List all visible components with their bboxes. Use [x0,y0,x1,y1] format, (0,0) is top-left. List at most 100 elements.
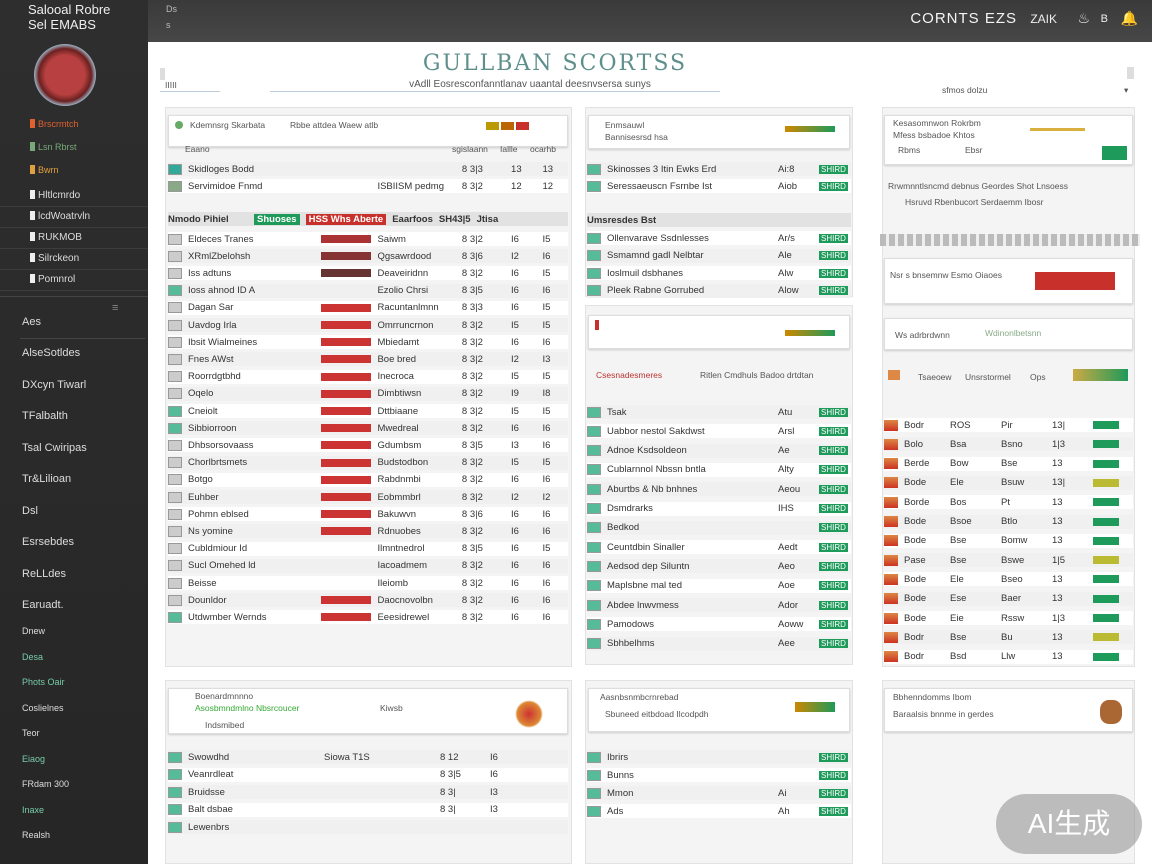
column-header[interactable]: Iallle [500,144,518,154]
table-row[interactable]: Tsak Atu SHIRD [587,405,851,419]
table-row[interactable]: Bode Bse Bomw 13 [884,533,1133,548]
table-row[interactable]: Seressaeuscn Fsrnbe Ist Aiob SHIRD [587,179,851,193]
table-row[interactable]: Uavdog Irla Omrruncrnon 8 3|2 I5 I5 [168,318,568,332]
sidebar-item[interactable]: Desa [22,651,44,662]
sidebar-item[interactable]: Inaxe [22,804,45,815]
sort-dropdown[interactable]: sfmos dolzu [942,85,988,95]
column-header[interactable]: ocarhb [530,144,556,154]
table-row[interactable]: Bodr Bse Bu 13 [884,630,1133,645]
table-row[interactable]: Ssmamnd gadl Nelbtar Ale SHIRD [587,248,851,263]
sidebar-item[interactable]: lcdWoatrvln [30,211,90,222]
column-header[interactable]: Ops [1030,372,1046,382]
sidebar-item[interactable]: Esrsebdes [22,536,74,548]
table-row[interactable]: Iss adtuns Deaveiridnn 8 3|2 I6 I5 [168,266,568,281]
table-row[interactable]: Ollenvarave Ssdnlesses Ar/s SHIRD [587,231,851,245]
table-row[interactable]: Bodr ROS Pir 13| [884,418,1133,432]
table-row[interactable]: Abdee lnwvmess Ador SHIRD [587,598,851,612]
table-row[interactable]: XRmlZbelohsh Qgsawrdood 8 3|6 I2 I6 [168,249,568,264]
sidebar-item[interactable]: ReLLdes [22,567,67,580]
sidebar-item[interactable]: Coslielnes [22,702,64,713]
table-row[interactable]: Dsmdrarks IHS SHIRD [587,501,851,516]
table-row[interactable]: Dounldor Daocnovolbn 8 3|2 I6 I6 [168,593,568,608]
table-row[interactable]: Skinosses 3 Itin Ewks Erd Ai:8 SHIRD [587,162,851,176]
table-row[interactable]: Maplsbne mal ted Aoe SHIRD [587,578,851,593]
table-row[interactable]: Sucl Omehed ld Iacoadmem 8 3|2 I6 I6 [168,558,568,573]
sidebar-item[interactable]: Dnew [22,626,46,636]
group-header[interactable]: Umsresdes Bst [587,213,851,227]
column-header[interactable]: sgislaann [452,144,488,154]
table-row[interactable]: Bodr Bsd Llw 13 [884,649,1133,664]
table-row[interactable]: Balt dsbae 8 3| I3 [168,802,568,817]
table-row[interactable]: Fnes AWst Boe bred 8 3|2 I2 I3 [168,352,568,367]
sidebar-item[interactable]: Bwrn [30,165,59,175]
table-row[interactable]: Sibbiorroon Mwedreal 8 3|2 I6 I6 [168,421,568,436]
sidebar-item[interactable]: Earuadt. [22,599,64,611]
table-row[interactable]: Pamodows Aoww SHIRD [587,617,851,632]
table-row[interactable]: Dhbsorsovaass Gdumbsm 8 3|5 I3 I6 [168,438,568,453]
sidebar-item[interactable]: DXcyn Tiwarl [22,378,87,391]
table-row[interactable]: Cublarnnol Nbssn bntla Alty SHIRD [587,462,851,477]
table-row[interactable]: Pohmn eblsed Bakuwvn 8 3|6 I6 I6 [168,507,568,522]
table-row[interactable]: Beisse Ileiomb 8 3|2 I6 I6 [168,576,568,590]
table-row[interactable]: Ns yomine Rdnuobes 8 3|2 I6 I6 [168,524,568,539]
sidebar-item[interactable]: Phots Oair [22,677,65,687]
table-row[interactable]: Veanrdleat 8 3|5 I6 [168,767,568,782]
table-row[interactable]: Cubldmiour Id Ilmntnedrol 8 3|5 I6 I5 [168,541,568,556]
table-row[interactable]: Lewenbrs [168,820,568,834]
table-row[interactable]: Adnoe Ksdsoldeon Ae SHIRD [587,443,851,458]
table-row[interactable]: Bruidsse 8 3| I3 [168,785,568,799]
dropdown-arrow-icon[interactable]: ▾ [1124,85,1129,95]
column-header[interactable]: Eaano [185,144,210,154]
collapse-icon[interactable]: ≡ [112,302,119,314]
sidebar-item[interactable]: Teor [22,728,40,738]
column-header[interactable]: Tsaeoew [918,372,952,382]
table-row[interactable]: Bedkod SHIRD [587,520,851,535]
sidebar-item[interactable]: AlseSotldes [22,347,81,359]
table-row[interactable]: Ibrirs SHIRD [587,750,851,764]
table-row[interactable]: Skidloges Bodd 8 3|3 13 13 [168,162,568,176]
table-row[interactable]: Ioslmuil dsbhanes Alw SHIRD [587,266,851,280]
table-row[interactable]: Bolo Bsa Bsno 1|3 [884,437,1133,452]
b-icon[interactable]: B [1100,13,1108,25]
table-row[interactable]: Berde Bow Bse 13 [884,456,1133,471]
sidebar-item[interactable]: Tr&Lilioan [22,473,72,485]
table-row[interactable]: Servimidoe Fnmd ISBIISM pedmg 8 3|2 12 12 [168,179,568,193]
sidebar-item[interactable]: Tsal Cwiripas [22,441,87,454]
table-row[interactable]: Oqelo Dimbtiwsn 8 3|2 I9 I8 [168,386,568,401]
table-row[interactable]: Bode Bsoe Btlo 13 [884,514,1133,529]
bell-icon[interactable]: 🔔 [1120,10,1138,26]
avatar[interactable] [34,44,96,106]
table-row[interactable]: Bode Ese Baer 13 [884,591,1133,606]
sidebar-item[interactable]: Pomnrol [30,274,75,285]
sidebar-item[interactable]: Brscrmtch [30,119,79,129]
table-row[interactable]: Pase Bse Bswe 1|5 [884,553,1133,568]
sidebar-item[interactable]: Eiaog [22,753,46,764]
column-header[interactable]: Unsrstormel [965,372,1011,382]
table-row[interactable]: Bunns SHIRD [587,768,851,782]
table-row[interactable]: Sbhbelhms Aee SHIRD [587,636,851,651]
sidebar-item[interactable]: Realsh [22,830,51,840]
table-row[interactable]: Roorrdgtbhd Inecroca 8 3|2 I5 I5 [168,369,568,384]
sidebar-item[interactable]: TFalbalth [22,410,68,422]
table-row[interactable]: Botgo Rabdnmbi 8 3|2 I6 I6 [168,472,568,487]
table-row[interactable]: Chorlbrtsmets Budstodbon 8 3|2 I5 I5 [168,455,568,470]
sidebar-item[interactable]: RUKMOB [30,232,82,243]
table-row[interactable]: Ceuntdbin Sinaller Aedt SHIRD [587,540,851,555]
group-header[interactable]: Nmodo Pihiel Shuoses HSS Whs Aberte Eaarfoo… [168,212,568,226]
table-row[interactable]: Ioss ahnod ID A Ezolio Chrsi 8 3|5 I6 I6 [168,283,568,298]
flame-icon[interactable]: ♨ [1077,10,1090,26]
table-row[interactable]: Borde Bos Pt 13 [884,495,1133,510]
sidebar-item[interactable]: Hltlcmrdo [30,190,80,201]
table-row[interactable]: Aedsod dep Siluntn Aeo SHIRD [587,559,851,574]
sidebar-item[interactable]: Dsl [22,504,38,517]
table-row[interactable]: Ads Ah SHIRD [587,804,851,818]
sidebar-item[interactable]: FRdam 300 [22,779,70,789]
table-row[interactable]: Dagan Sar Racuntanlmnn 8 3|3 I6 I5 [168,300,568,315]
table-row[interactable]: Uabbor nestol Sakdwst Arsl SHIRD [587,424,851,439]
table-row[interactable]: Pleek Rabne Gorrubed Alow SHIRD [587,283,851,298]
table-row[interactable]: Utdwmber Wernds Eeesidrewel 8 3|2 I6 I6 [168,610,568,625]
table-row[interactable]: Mmon Ai SHIRD [587,786,851,800]
table-row[interactable]: Bode Ele Bsuw 13| [884,475,1133,490]
table-row[interactable]: Swowdhd Siowa T1S 8 12 I6 [168,750,568,764]
table-row[interactable]: Ibsit Wialmeines Mbiedamt 8 3|2 I6 I6 [168,335,568,350]
